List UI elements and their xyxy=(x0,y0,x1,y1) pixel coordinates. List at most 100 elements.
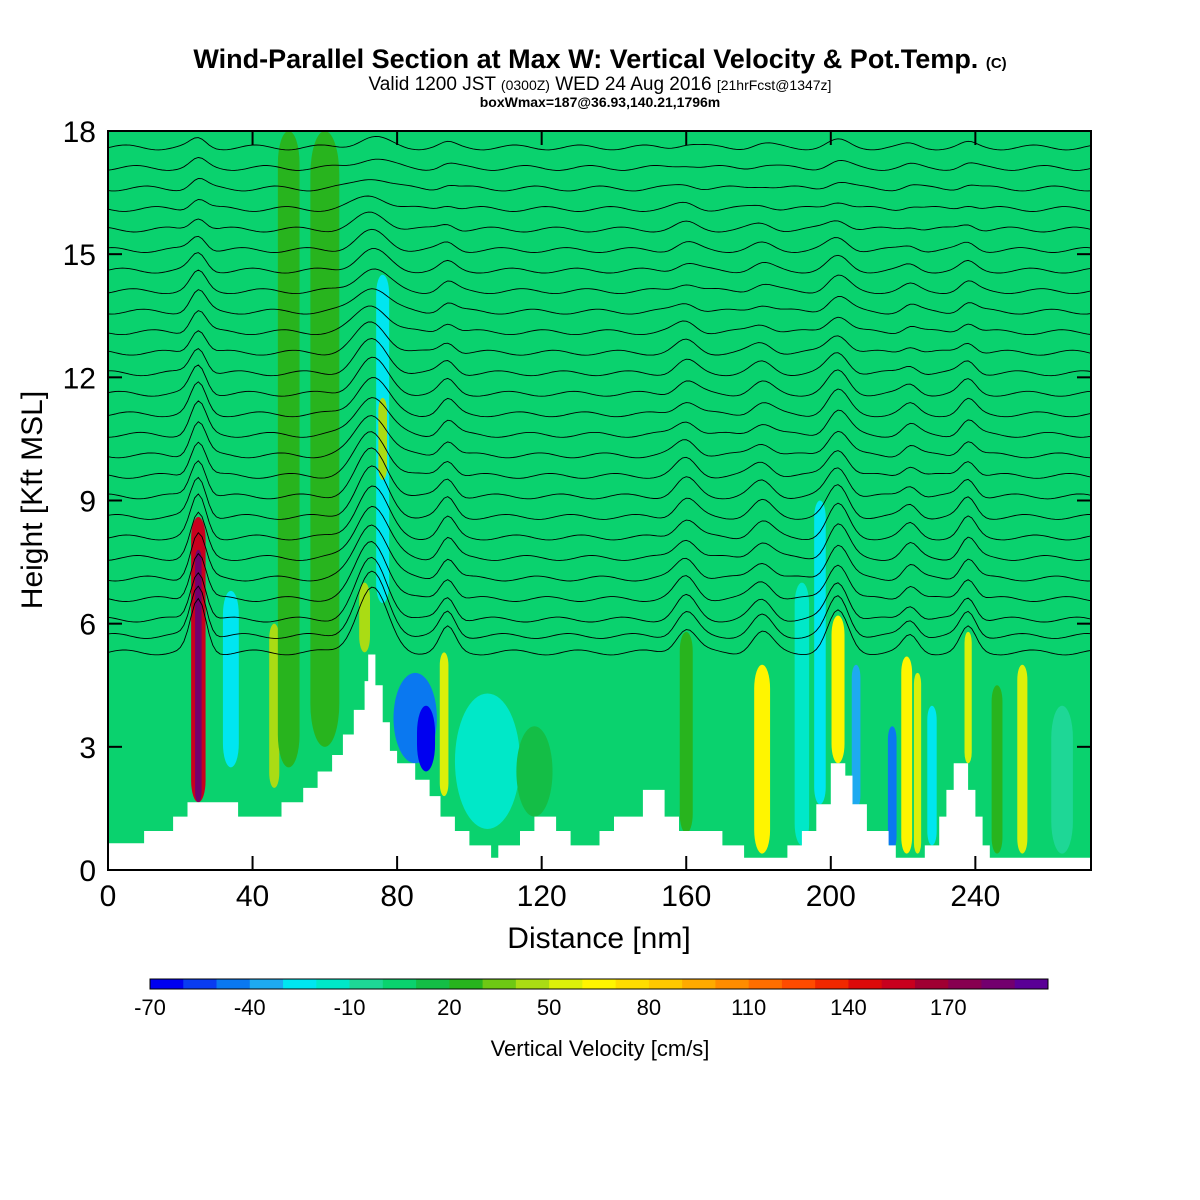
theta-contour-25 xyxy=(108,135,1091,151)
velocity-cell-8 xyxy=(359,582,371,653)
colorbar-swatch xyxy=(150,979,184,989)
velocity-cell-26 xyxy=(1017,664,1028,854)
velocity-cell-1 xyxy=(195,549,202,803)
y-axis-label: Height [Kft MSL] xyxy=(16,391,49,609)
velocity-cell-22 xyxy=(913,672,922,854)
colorbar-swatch xyxy=(416,979,450,989)
y-tick-label: 3 xyxy=(79,732,96,765)
x-axis: 0 40 80 120 160 200 240 xyxy=(100,131,1000,913)
theta-contour-10 xyxy=(108,415,1091,459)
velocity-cell-21 xyxy=(901,656,913,854)
chart-title-text: Wind-Parallel Section at Max W: Vertical… xyxy=(193,44,979,74)
colorbar-swatch xyxy=(582,979,617,989)
velocity-cell-12 xyxy=(454,693,520,829)
theta-contour-4 xyxy=(108,524,1091,582)
velocity-cell-13 xyxy=(516,726,553,817)
colorbar-tick-label: 110 xyxy=(731,995,766,1020)
theta-contour-24 xyxy=(108,157,1091,171)
velocity-cell-24 xyxy=(964,631,972,764)
velocity-cell-27 xyxy=(1051,705,1073,854)
velocity-cell-18 xyxy=(831,615,845,764)
colorbar-label: Vertical Velocity [cm/s] xyxy=(490,1036,710,1061)
theta-contour-2 xyxy=(108,556,1091,623)
theta-contour-22 xyxy=(108,195,1091,212)
velocity-cell-20 xyxy=(887,726,897,850)
valid-prefix: Valid 1200 JST xyxy=(368,74,496,95)
colorbar-swatch xyxy=(482,979,517,989)
theta-contour-7 xyxy=(108,465,1091,520)
colorbar-swatch xyxy=(881,979,916,989)
colorbar-tick-label: 80 xyxy=(637,995,661,1020)
theta-contour-12 xyxy=(108,377,1091,418)
x-axis-label: Distance [nm] xyxy=(507,922,690,955)
colorbar-swatch xyxy=(948,979,982,989)
chart-title: Wind-Parallel Section at Max W: Vertical… xyxy=(0,44,1200,79)
box-info: boxWmax=187@36.93,140.21,1796m xyxy=(479,94,721,110)
colorbar-swatch xyxy=(682,979,716,989)
plot-background xyxy=(108,131,1091,870)
theta-contour-8 xyxy=(108,447,1091,500)
velocity-cell-11 xyxy=(439,652,449,797)
theta-contours xyxy=(108,135,1091,656)
valid-utc: (0300Z) xyxy=(500,77,550,93)
theta-contour-11 xyxy=(108,397,1091,438)
theta-contour-3 xyxy=(108,541,1091,602)
velocity-cell-4 xyxy=(277,131,300,768)
velocity-cell-16 xyxy=(794,582,810,846)
colorbar-swatch xyxy=(981,979,1016,989)
colorbar-frame xyxy=(149,978,1049,990)
theta-contour-16 xyxy=(108,305,1091,336)
plot-area xyxy=(108,131,1091,870)
colorbar-swatch xyxy=(283,979,317,989)
velocity-cell-3 xyxy=(269,623,280,788)
colorbar-tick-label: 20 xyxy=(437,995,461,1020)
velocity-cell-15 xyxy=(754,664,771,854)
theta-contour-13 xyxy=(108,356,1091,397)
theta-contour-15 xyxy=(108,321,1091,356)
colorbar-swatch xyxy=(781,979,816,989)
theta-contour-20 xyxy=(108,228,1091,253)
velocity-cell-10 xyxy=(416,705,436,772)
colorbar-swatch xyxy=(249,979,284,989)
terrain xyxy=(108,654,1091,870)
copyright-mark: (C) xyxy=(985,55,1007,72)
theta-contour-21 xyxy=(108,211,1091,233)
velocity-cell-17 xyxy=(814,500,826,805)
colorbar-swatch xyxy=(815,979,849,989)
x-tick-label: 240 xyxy=(950,880,1000,913)
x-tick-label: 120 xyxy=(517,880,567,913)
colorbar-swatch xyxy=(549,979,583,989)
y-tick-label: 18 xyxy=(63,116,96,149)
theta-contour-5 xyxy=(108,505,1091,561)
valid-date: WED 24 Aug 2016 xyxy=(555,74,712,95)
y-tick-label: 6 xyxy=(79,609,96,642)
velocity-cell-7 xyxy=(378,397,387,480)
x-tick-label: 200 xyxy=(806,880,856,913)
y-tick-label: 9 xyxy=(79,486,96,519)
colorbar-tick-label: -40 xyxy=(234,995,266,1020)
colorbar-tick-label: 170 xyxy=(930,995,967,1020)
velocity-cell-2 xyxy=(222,590,239,768)
velocity-cell-23 xyxy=(927,705,937,846)
y-axis: 0 3 6 9 12 15 18 xyxy=(63,116,1091,888)
x-tick-label: 40 xyxy=(236,880,269,913)
colorbar-tick-label: -10 xyxy=(334,995,366,1020)
theta-contour-17 xyxy=(108,288,1091,315)
colorbar-swatch xyxy=(848,979,883,989)
theta-contour-14 xyxy=(108,338,1091,377)
y-tick-label: 12 xyxy=(63,362,96,395)
colorbar-swatch xyxy=(515,979,550,989)
colorbar-tick-label: 140 xyxy=(830,995,867,1020)
y-tick-label: 0 xyxy=(79,855,96,888)
theta-contour-9 xyxy=(108,431,1091,479)
colorbar-swatch xyxy=(914,979,949,989)
colorbar-swatch xyxy=(382,979,417,989)
theta-contour-18 xyxy=(108,268,1091,295)
colorbar-tick-label: 50 xyxy=(537,995,561,1020)
x-tick-label: 80 xyxy=(380,880,413,913)
colorbar-tick-label: -70 xyxy=(134,995,166,1020)
colorbar-swatch xyxy=(183,979,218,989)
velocity-cell-25 xyxy=(991,685,1003,854)
colorbar-swatch xyxy=(615,979,650,989)
